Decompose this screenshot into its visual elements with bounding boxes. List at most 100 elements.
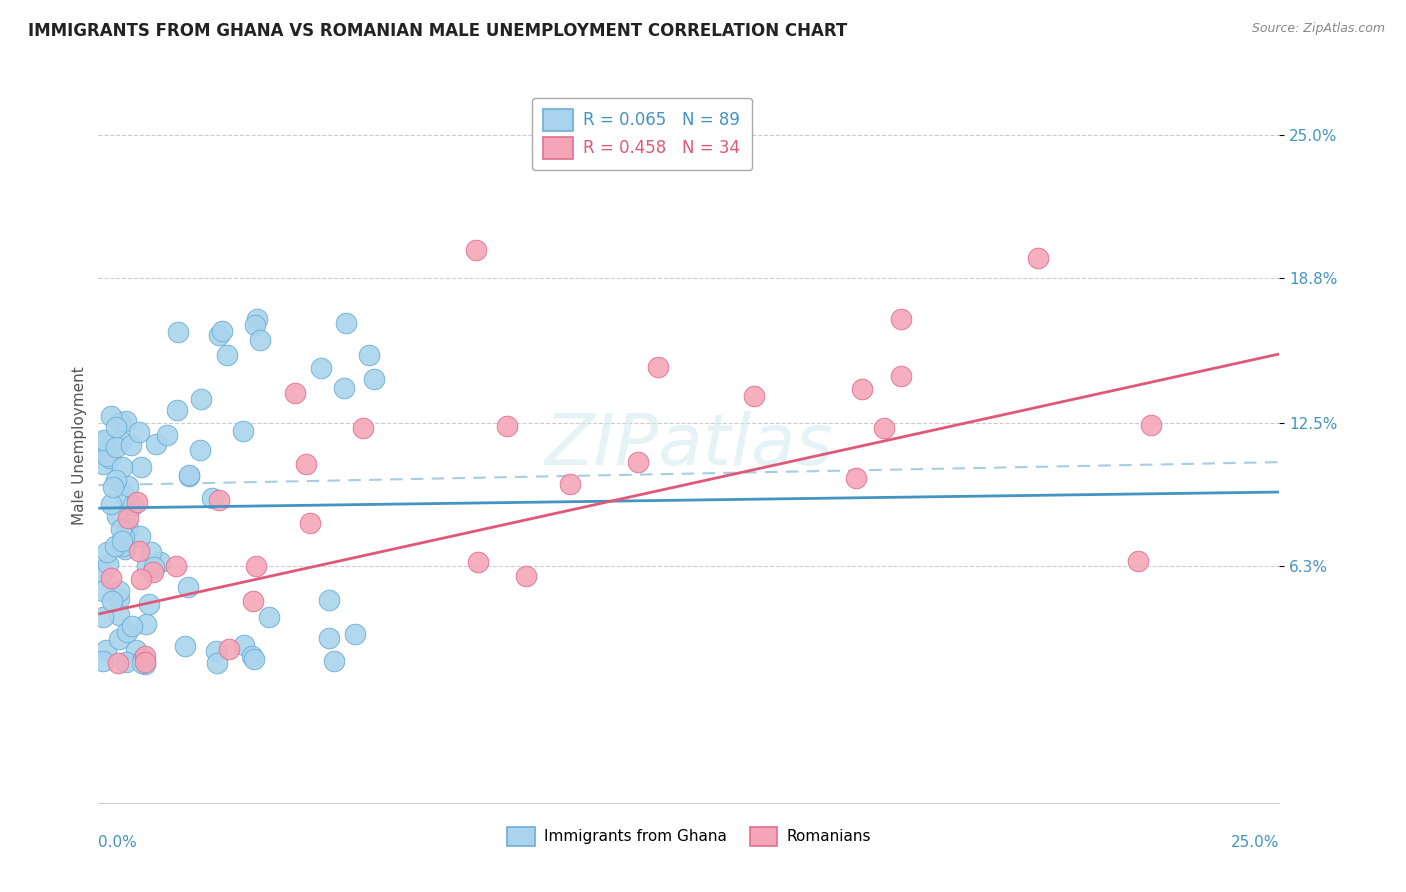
Point [218,641,240,656]
Point [145,436,167,450]
Point [363,372,385,386]
Point [890,311,912,326]
Point [114,489,136,503]
Text: 0.0%: 0.0% [98,835,138,850]
Point [104,419,127,434]
Point [318,593,340,607]
Point [91,583,114,598]
Point [138,597,160,611]
Point [115,624,138,639]
Point [108,607,131,622]
Point [205,656,228,670]
Point [114,542,136,557]
Point [111,459,134,474]
Point [243,318,266,333]
Point [242,593,264,607]
Point [560,476,582,491]
Point [96,449,118,463]
Point [107,591,129,606]
Point [257,610,280,624]
Point [115,655,138,669]
Point [104,539,127,553]
Text: 25.0%: 25.0% [1232,835,1279,850]
Point [117,511,139,525]
Point [357,348,380,362]
Point [112,530,135,544]
Point [467,555,489,569]
Point [91,458,114,472]
Point [142,560,165,574]
Point [245,558,267,573]
Point [1140,418,1163,433]
Point [91,654,114,668]
Point [215,348,238,362]
Point [333,381,356,395]
Point [201,491,224,505]
Point [284,385,307,400]
Point [139,545,162,559]
Point [101,480,124,494]
Point [125,643,148,657]
Point [465,244,488,258]
Point [188,442,211,457]
Point [232,424,254,438]
Point [111,539,134,553]
Point [890,368,912,383]
Point [322,654,344,668]
Point [179,468,201,483]
Point [110,434,132,448]
Point [115,414,138,428]
Point [120,437,142,451]
Point [135,617,157,632]
Point [190,392,212,406]
Point [107,656,129,670]
Point [335,316,357,330]
Point [105,474,128,488]
Point [873,421,896,435]
Point [100,409,122,423]
Point [243,652,266,666]
Point [309,360,332,375]
Point [177,580,200,594]
Point [93,433,115,447]
Point [166,403,188,417]
Point [91,438,114,452]
Point [134,649,156,664]
Point [240,648,263,663]
Point [249,333,271,347]
Point [104,440,127,454]
Point [96,545,118,559]
Point [97,558,120,572]
Point [134,657,156,672]
Point [132,652,155,666]
Point [121,618,143,632]
Point [851,383,873,397]
Point [845,471,868,485]
Point [110,522,132,536]
Point [127,495,149,509]
Y-axis label: Male Unemployment: Male Unemployment [72,367,87,525]
Text: ZIPatlas: ZIPatlas [544,411,834,481]
Point [232,638,254,652]
Point [205,643,228,657]
Point [1126,554,1149,568]
Point [298,516,321,531]
Point [100,497,122,511]
Point [110,415,132,429]
Point [165,559,187,574]
Point [131,656,153,670]
Point [149,555,172,569]
Point [211,324,233,338]
Point [105,508,128,523]
Point [496,419,519,434]
Point [515,568,537,582]
Point [122,498,145,512]
Point [128,425,150,439]
Point [136,559,159,574]
Point [627,455,650,469]
Point [142,566,165,580]
Point [207,327,229,342]
Legend: Immigrants from Ghana, Romanians: Immigrants from Ghana, Romanians [501,821,877,852]
Point [107,632,129,647]
Text: Source: ZipAtlas.com: Source: ZipAtlas.com [1251,22,1385,36]
